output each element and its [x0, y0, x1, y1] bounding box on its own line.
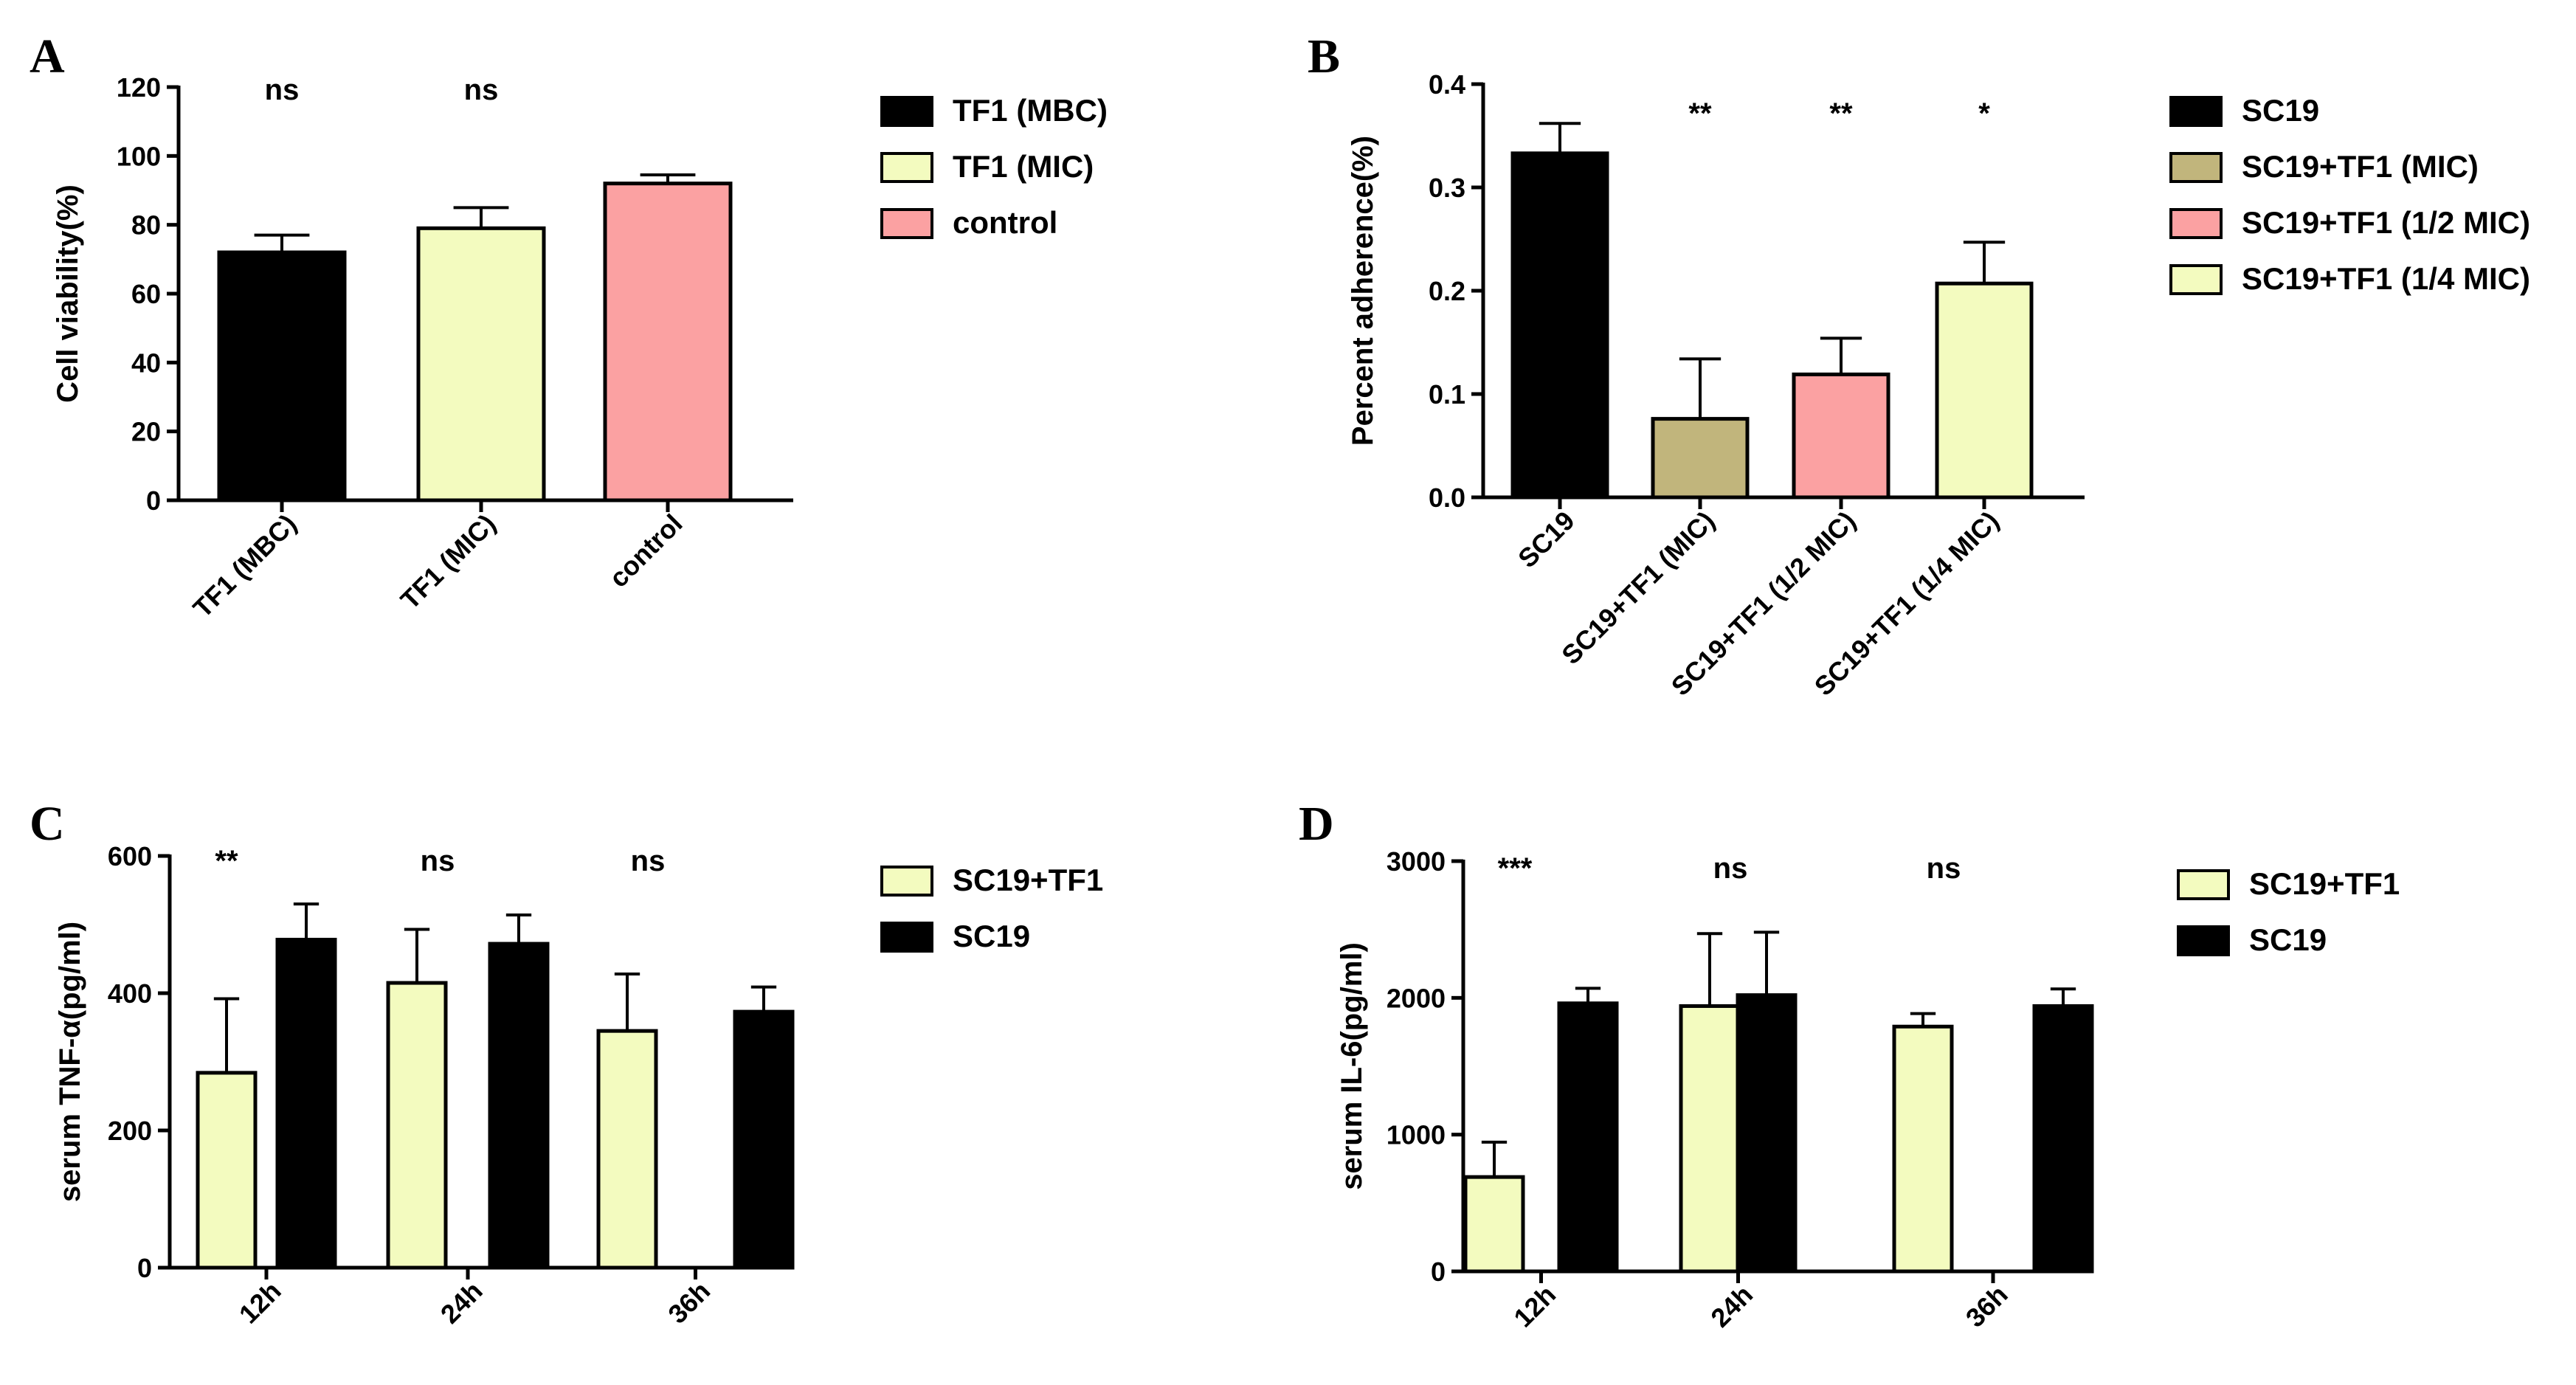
bar	[488, 942, 550, 1270]
bar	[1792, 372, 1890, 500]
x-category-label: SC19	[1512, 505, 1581, 574]
bar	[275, 937, 337, 1270]
y-tick-label: 80	[131, 210, 161, 241]
bar	[733, 1009, 795, 1270]
significance-label: **	[1688, 97, 1712, 130]
y-tick-label: 2000	[1387, 983, 1446, 1013]
significance-label: *	[1978, 97, 1990, 130]
bar	[1736, 993, 1798, 1274]
legend-swatch	[2169, 152, 2223, 183]
y-tick-label: 0.4	[1429, 69, 1465, 100]
bar	[416, 226, 546, 502]
y-axis-title: Percent adherence(%)	[1347, 136, 1379, 446]
legend-swatch	[880, 152, 933, 183]
significance-label: ***	[1498, 852, 1533, 885]
legend-label: SC19	[953, 919, 1030, 953]
panel-letter-a: A	[30, 30, 65, 83]
legend-label: SC19+TF1	[953, 863, 1103, 897]
y-tick-label: 0	[146, 486, 161, 516]
x-category-label: SC19+TF1 (MIC)	[1555, 505, 1720, 670]
legend-swatch	[2177, 925, 2230, 956]
y-axis-title: serum TNF-α(pg/ml)	[54, 922, 86, 1202]
x-category-label: 12h	[1508, 1279, 1561, 1333]
x-category-label: 12h	[233, 1276, 287, 1330]
legend-label: TF1 (MBC)	[953, 93, 1108, 128]
significance-label: ns	[1713, 852, 1748, 885]
x-category-label: control	[603, 508, 688, 593]
y-tick-label: 600	[108, 841, 152, 871]
legend-label: SC19+TF1 (MIC)	[2242, 149, 2479, 184]
bar	[196, 1071, 258, 1270]
significance-label: ns	[265, 74, 300, 106]
bar	[217, 250, 347, 502]
y-tick-label: 0.1	[1429, 379, 1465, 410]
y-axis-title: Cell viability(%)	[52, 184, 84, 403]
y-tick-label: 0.2	[1429, 276, 1465, 306]
legend-label: SC19	[2242, 93, 2319, 128]
legend-label: TF1 (MIC)	[953, 149, 1094, 184]
x-category-label: TF1 (MIC)	[395, 508, 502, 615]
bar	[1651, 417, 1750, 500]
x-category-label: 24h	[435, 1276, 488, 1330]
legend-swatch	[880, 96, 933, 127]
legend-swatch	[880, 922, 933, 953]
significance-label: **	[1829, 97, 1853, 130]
legend-label: control	[953, 205, 1057, 240]
bar	[1935, 281, 2034, 500]
legend-swatch	[880, 208, 933, 239]
panel-b: B 0.0 0.1 0.2 0.3 0.4 Percent adherence(%) SC1…	[1308, 30, 2530, 702]
panel-c: C 0 200 400 600 serum TNF-α(pg/ml) 12h 24h 36h *…	[30, 797, 1103, 1330]
legend-label: SC19+TF1 (1/4 MIC)	[2242, 261, 2530, 296]
panel-letter-b: B	[1308, 30, 1340, 83]
legend-swatch	[2169, 96, 2223, 127]
legend-swatch	[880, 866, 933, 897]
panel-letter-c: C	[30, 797, 65, 851]
y-tick-label: 120	[117, 72, 161, 103]
y-axis-title: serum IL-6(pg/ml)	[1336, 942, 1368, 1190]
bar	[603, 182, 733, 502]
legend-swatch	[2169, 208, 2223, 239]
y-tick-label: 200	[108, 1116, 152, 1146]
y-tick-label: 400	[108, 978, 152, 1009]
panel-d: D 0 1000 2000 3000 serum IL-6(pg/ml) 12h 24h 36…	[1299, 797, 2400, 1333]
legend-swatch	[2177, 869, 2230, 900]
y-tick-label: 0	[137, 1253, 152, 1283]
panel-letter-d: D	[1299, 797, 1334, 851]
significance-label: ns	[1927, 852, 1961, 885]
panel-a: A 0 20 40 60 80 100 120 Cell viability(%) TF1 (M…	[30, 30, 1108, 624]
bar	[2032, 1004, 2094, 1274]
y-tick-label: 20	[131, 417, 161, 447]
bar	[1557, 1001, 1619, 1274]
legend-label: SC19+TF1	[2249, 866, 2400, 901]
y-tick-label: 0	[1431, 1257, 1446, 1287]
significance-label: ns	[631, 845, 666, 877]
y-tick-label: 0.0	[1429, 483, 1465, 513]
bar	[1463, 1175, 1525, 1274]
y-tick-label: 1000	[1387, 1120, 1446, 1150]
bar	[1892, 1024, 1954, 1274]
significance-label: ns	[464, 74, 499, 106]
x-category-label: 24h	[1705, 1279, 1758, 1333]
y-tick-label: 3000	[1387, 846, 1446, 877]
y-tick-label: 60	[131, 279, 161, 309]
bar	[596, 1029, 658, 1270]
y-tick-label: 40	[131, 348, 161, 378]
x-category-label: 36h	[1960, 1279, 2014, 1333]
significance-label: ns	[421, 845, 455, 877]
significance-label: **	[215, 845, 238, 877]
bar	[1679, 1004, 1741, 1274]
bar	[1510, 151, 1609, 500]
x-category-label: TF1 (MBC)	[187, 508, 302, 624]
legend-swatch	[2169, 264, 2223, 295]
legend-label: SC19	[2249, 922, 2327, 957]
bar	[386, 981, 448, 1270]
y-tick-label: 100	[117, 141, 161, 171]
x-category-label: 36h	[662, 1276, 716, 1330]
legend-label: SC19+TF1 (1/2 MIC)	[2242, 205, 2530, 240]
y-tick-label: 0.3	[1429, 173, 1465, 203]
